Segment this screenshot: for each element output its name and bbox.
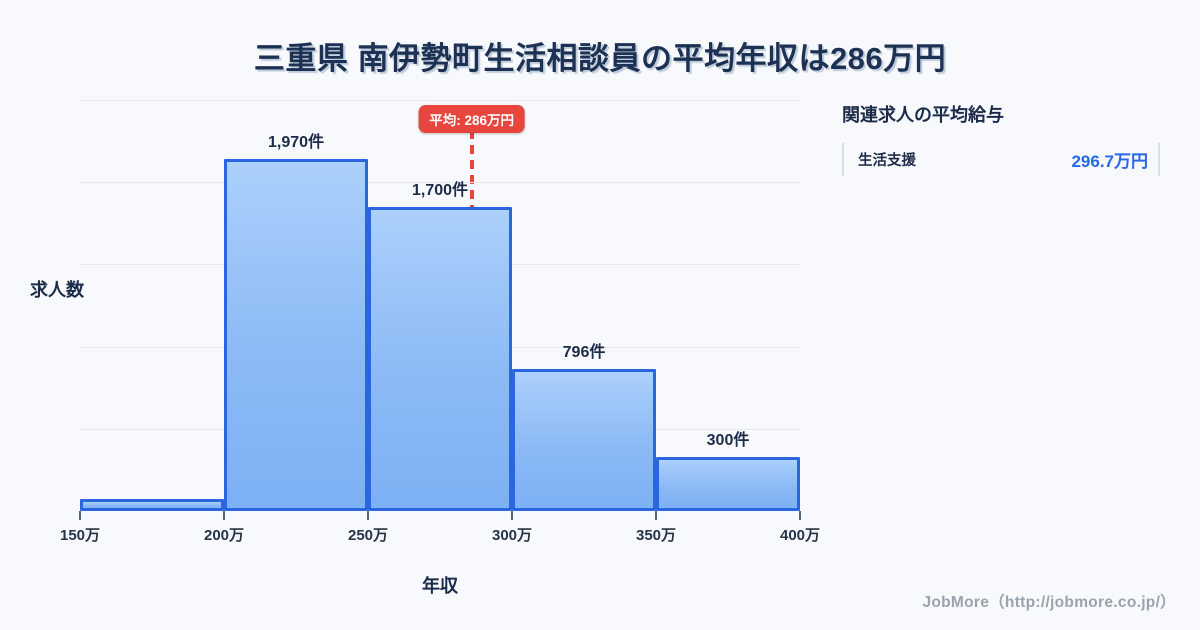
related-job-row: 生活支援 296.7万円 [842, 143, 1160, 176]
x-axis-tick-label: 350万 [635, 527, 677, 544]
y-axis-title: 求人数 [30, 280, 84, 300]
related-jobs-list: 生活支援 296.7万円 [842, 143, 1160, 176]
average-badge: 平均: 286万円 [418, 105, 526, 133]
x-axis-tick [223, 511, 225, 520]
bar-count-label: 1,700件 [411, 182, 469, 200]
bar-count-label: 300件 [706, 432, 750, 450]
gridline [80, 182, 800, 184]
x-axis-tick-label: 300万 [491, 527, 533, 544]
related-job-label: 生活支援 [858, 153, 916, 169]
x-axis-tick-label: 150万 [59, 527, 101, 544]
histogram-bar [224, 158, 368, 511]
x-axis-tick-label: 250万 [347, 527, 389, 544]
x-axis-tick [511, 511, 513, 520]
x-axis-tick [799, 511, 801, 520]
page-title: 三重県 南伊勢町生活相談員の平均年収は286万円 [253, 41, 947, 76]
x-axis-tick [367, 511, 369, 520]
histogram-bar [656, 457, 800, 511]
histogram-bar [368, 207, 512, 511]
x-axis-tick [79, 511, 81, 520]
x-axis-tick [655, 511, 657, 520]
x-axis-tick-label: 400万 [779, 527, 821, 544]
histogram-bar [80, 499, 224, 511]
bar-count-label: 796件 [562, 343, 606, 361]
related-jobs-heading: 関連求人の平均給与 [842, 105, 1004, 125]
gridline [80, 100, 800, 101]
histogram-bar [512, 368, 656, 511]
x-axis-title: 年収 [422, 576, 458, 596]
bar-count-label: 1,970件 [267, 133, 325, 151]
plot-area: 平均: 286万円 1,970件 1,700件 796件 300件 150万 200万 25… [60, 100, 820, 544]
x-axis-tick-label: 200万 [203, 527, 245, 544]
footer-credit: JobMore（http://jobmore.co.jp/） [922, 594, 1176, 611]
related-job-value: 296.7万円 [1071, 152, 1148, 171]
